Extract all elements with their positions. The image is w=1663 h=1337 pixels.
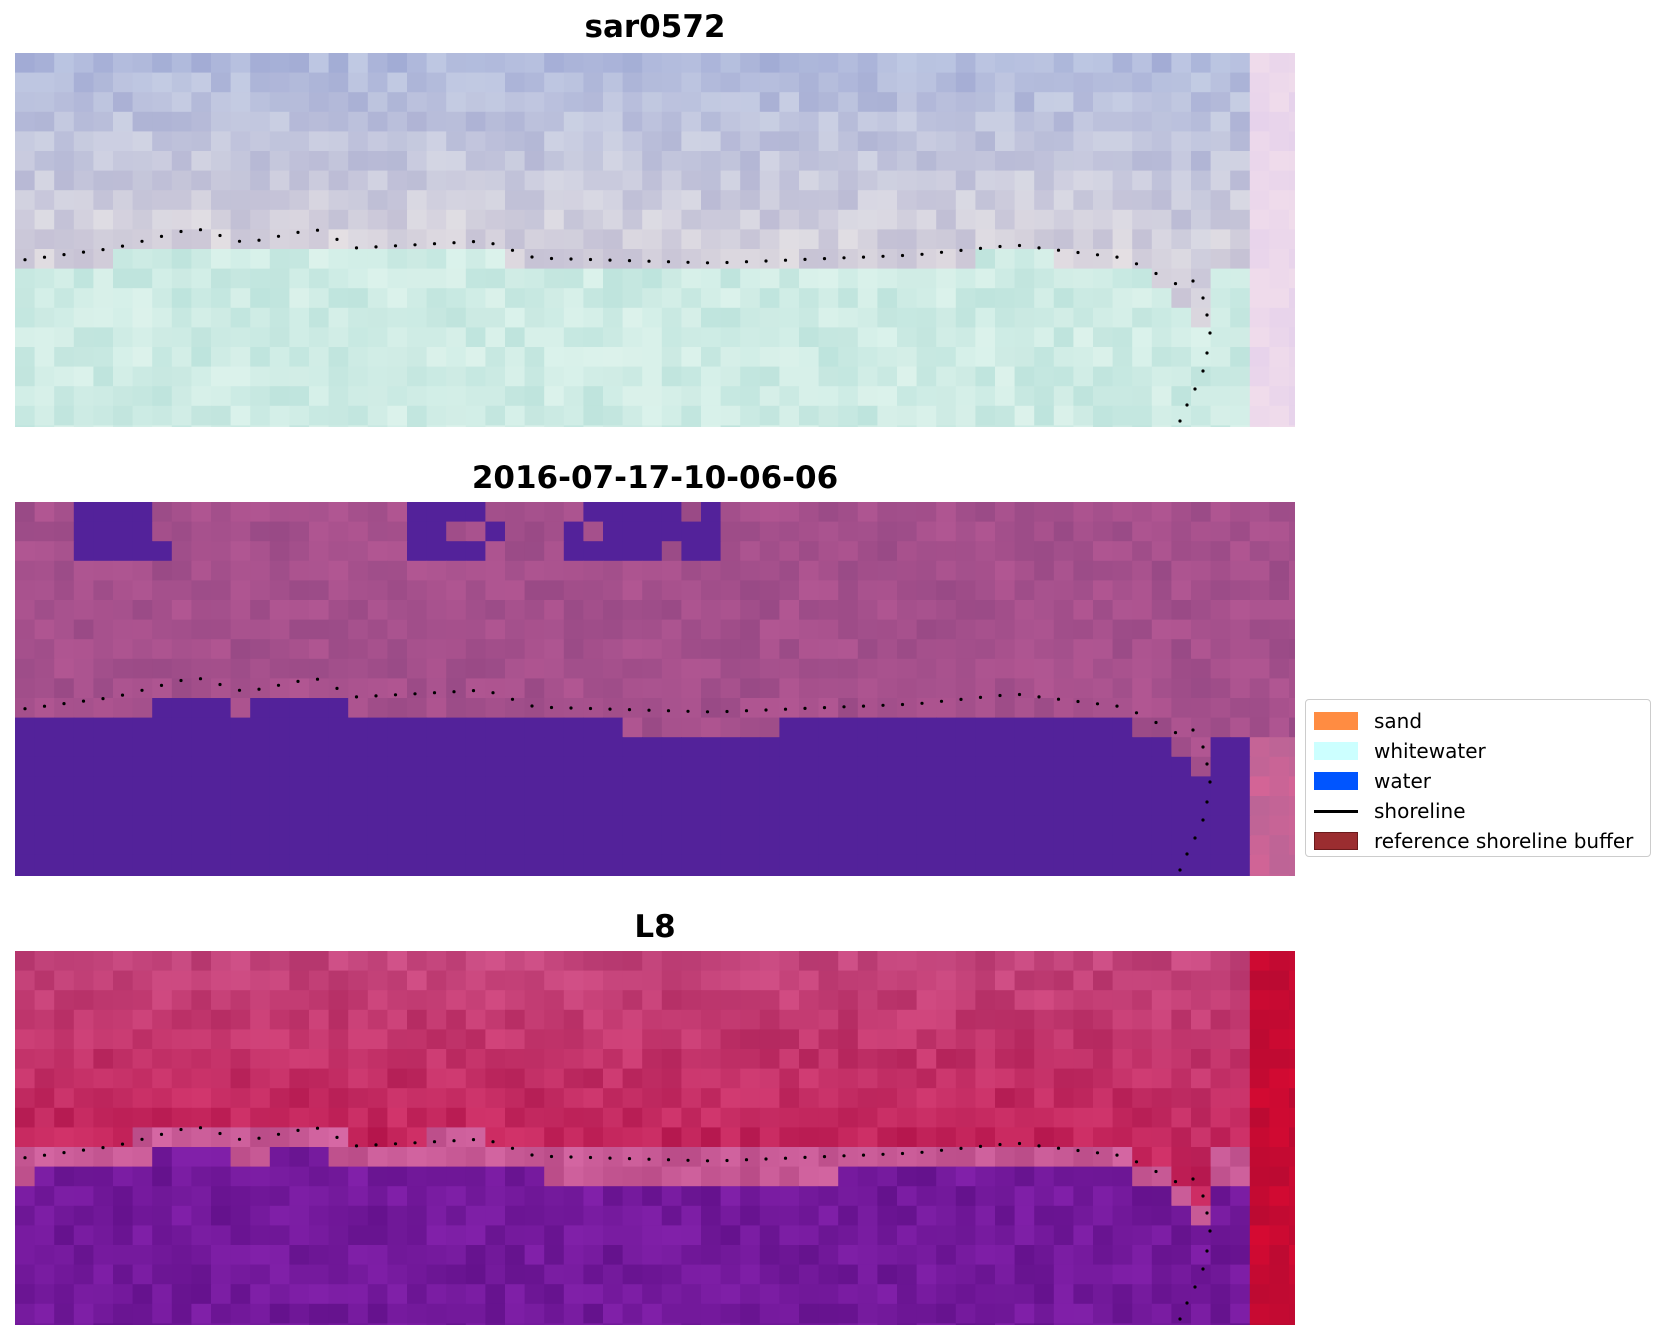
- legend-label: reference shoreline buffer: [1374, 829, 1634, 853]
- legend-swatch: [1314, 809, 1358, 813]
- legend-item: whitewater: [1314, 736, 1642, 766]
- shoreline-dots: [23, 677, 1212, 872]
- legend-label: sand: [1374, 709, 1423, 733]
- legend-swatch: [1314, 712, 1358, 730]
- legend-item: sand: [1314, 706, 1642, 736]
- panel-title: sar0572: [584, 9, 726, 45]
- shoreline-dots: [23, 228, 1212, 423]
- l8-image: [15, 951, 1295, 1325]
- legend-label: whitewater: [1374, 739, 1486, 763]
- sar-image: [15, 53, 1295, 427]
- legend: sand whitewater water shoreline reference sh…: [1305, 699, 1651, 857]
- legend-item: water: [1314, 766, 1642, 796]
- legend-swatch: [1314, 832, 1358, 850]
- legend-label: water: [1374, 769, 1431, 793]
- legend-item: reference shoreline buffer: [1314, 826, 1642, 856]
- classified-image: [15, 502, 1295, 876]
- shoreline-dots: [23, 1126, 1212, 1321]
- legend-swatch: [1314, 772, 1358, 790]
- panel-title: 2016-07-17-10-06-06: [471, 460, 839, 496]
- legend-item: shoreline: [1314, 796, 1642, 826]
- legend-label: shoreline: [1374, 799, 1466, 823]
- panel-title: L8: [634, 909, 676, 945]
- legend-swatch: [1314, 742, 1358, 760]
